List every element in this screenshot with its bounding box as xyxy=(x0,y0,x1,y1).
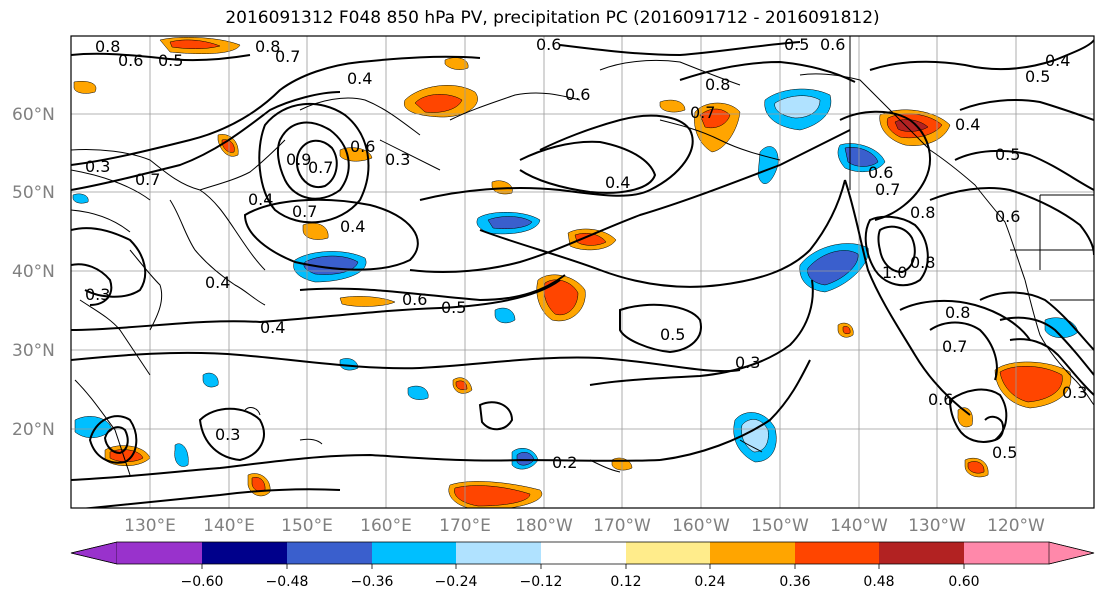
lat-label: 20°N xyxy=(12,420,55,440)
contour-label: 0.7 xyxy=(308,158,333,177)
contour-label: 0.3 xyxy=(385,150,410,169)
contour-label: 0.4 xyxy=(1045,51,1070,70)
contour-label: 0.8 xyxy=(255,37,280,56)
colorbar-tick-label: −0.24 xyxy=(435,574,478,590)
pv-contours xyxy=(71,39,1094,508)
colorbar-swatch xyxy=(795,542,879,564)
lon-label: 150°E xyxy=(281,516,333,536)
longitude-labels: 130°E 140°E 150°E 160°E 170°E 180°W 170°… xyxy=(124,516,1045,536)
lat-label: 60°N xyxy=(12,105,55,125)
contour-label: 0.4 xyxy=(248,190,273,209)
colorbar-swatch xyxy=(456,542,541,564)
contour-label: 0.2 xyxy=(552,453,577,472)
lon-label: 150°W xyxy=(751,516,809,536)
contour-label: 0.6 xyxy=(402,290,427,309)
contour-label: 0.8 xyxy=(705,75,730,94)
contour-label: 0.5 xyxy=(995,145,1020,164)
contour-label: 0.6 xyxy=(868,163,893,182)
lon-label: 170°E xyxy=(439,516,491,536)
contour-label: 0.3 xyxy=(85,285,110,304)
colorbar-tick-label: −0.48 xyxy=(266,574,309,590)
contour-label: 0.6 xyxy=(350,137,375,156)
contour-label: 0.8 xyxy=(945,303,970,322)
lon-label: 140°E xyxy=(203,516,255,536)
colorbar-extend-high xyxy=(1048,541,1095,565)
map-title: 2016091312 F048 850 hPa PV, precipitatio… xyxy=(225,8,880,28)
contour-label: 0.6 xyxy=(995,207,1020,226)
contour-label: 0.6 xyxy=(536,35,561,54)
colorbar-tick-label: 0.36 xyxy=(779,574,810,590)
colorbar-tick-label: 0.24 xyxy=(694,574,725,590)
contour-label: 0.7 xyxy=(135,170,160,189)
lon-label: 120°W xyxy=(987,516,1045,536)
contour-label: 0.8 xyxy=(910,203,935,222)
lon-label: 130°E xyxy=(124,516,176,536)
contour-label: 0.8 xyxy=(95,37,120,56)
contour-label: 0.5 xyxy=(441,298,466,317)
plot-frame xyxy=(70,35,1095,509)
lat-label: 50°N xyxy=(12,183,55,203)
contour-label: 0.5 xyxy=(1025,67,1050,86)
colorbar-swatch xyxy=(372,542,456,564)
contour-label: 0.4 xyxy=(955,115,980,134)
contour-label: 0.3 xyxy=(215,425,240,444)
colorbar-tick-label: −0.60 xyxy=(181,574,224,590)
colorbar-swatch xyxy=(710,542,795,564)
colorbar-swatch xyxy=(626,542,710,564)
contour-label: 0.3 xyxy=(1062,383,1087,402)
colorbar-tick-label: −0.12 xyxy=(520,574,563,590)
colorbar-swatch xyxy=(879,542,964,564)
contour-label: 0.6 xyxy=(565,85,590,104)
contour-label: 0.4 xyxy=(340,217,365,236)
contour-label: 0.9 xyxy=(286,150,311,169)
colorbar-swatch xyxy=(287,542,372,564)
colorbar-swatch xyxy=(964,542,1049,564)
precip-negative-patches xyxy=(72,88,1079,470)
lon-label: 140°W xyxy=(830,516,888,536)
contour-label: 0.8 xyxy=(910,253,935,272)
colorbar-tick-label: 0.48 xyxy=(863,574,894,590)
contour-label: 0.4 xyxy=(260,318,285,337)
contour-label: 0.4 xyxy=(205,273,230,292)
coastlines xyxy=(71,36,1094,476)
colorbar-tick-label: 0.12 xyxy=(610,574,641,590)
lon-label: 180°W xyxy=(515,516,573,536)
gridlines xyxy=(71,36,1094,508)
contour-labels: 0.8 0.6 0.5 0.7 0.8 0.6 0.5 0.6 0.4 0.4 … xyxy=(85,35,1087,472)
contour-label: 0.7 xyxy=(292,202,317,221)
lon-label: 160°W xyxy=(672,516,730,536)
lon-label: 130°W xyxy=(908,516,966,536)
pv-contours-thin xyxy=(71,169,151,233)
contour-label: 0.7 xyxy=(275,47,300,66)
contour-label: 0.5 xyxy=(784,35,809,54)
contour-label: 1.0 xyxy=(882,263,907,282)
lon-label: 170°W xyxy=(593,516,651,536)
lat-label: 30°N xyxy=(12,341,55,361)
lat-label: 40°N xyxy=(12,262,55,282)
colorbar-swatch xyxy=(541,542,626,564)
colorbar: −0.60 −0.48 −0.36 −0.24 −0.12 0.12 0.24 … xyxy=(70,541,1095,590)
colorbar-tick-label: −0.36 xyxy=(351,574,394,590)
contour-label: 0.3 xyxy=(85,157,110,176)
contour-label: 0.7 xyxy=(690,103,715,122)
colorbar-swatch xyxy=(202,542,287,564)
contour-label: 0.6 xyxy=(928,390,953,409)
colorbar-swatch xyxy=(117,542,202,564)
colorbar-tick-label: 0.60 xyxy=(948,574,979,590)
contour-label: 0.6 xyxy=(820,35,845,54)
contour-label: 0.4 xyxy=(605,173,630,192)
latitude-labels: 60°N 50°N 40°N 30°N 20°N xyxy=(12,105,55,440)
colorbar-extend-low xyxy=(70,541,118,565)
precip-positive-patches xyxy=(73,37,1072,508)
contour-label: 0.3 xyxy=(735,353,760,372)
contour-label: 0.7 xyxy=(942,337,967,356)
contour-label: 0.5 xyxy=(660,325,685,344)
contour-label: 0.7 xyxy=(875,180,900,199)
contour-label: 0.5 xyxy=(992,443,1017,462)
contour-label: 0.4 xyxy=(347,69,372,88)
contour-label: 0.6 xyxy=(118,51,143,70)
lon-label: 160°E xyxy=(360,516,412,536)
contour-label: 0.5 xyxy=(158,51,183,70)
